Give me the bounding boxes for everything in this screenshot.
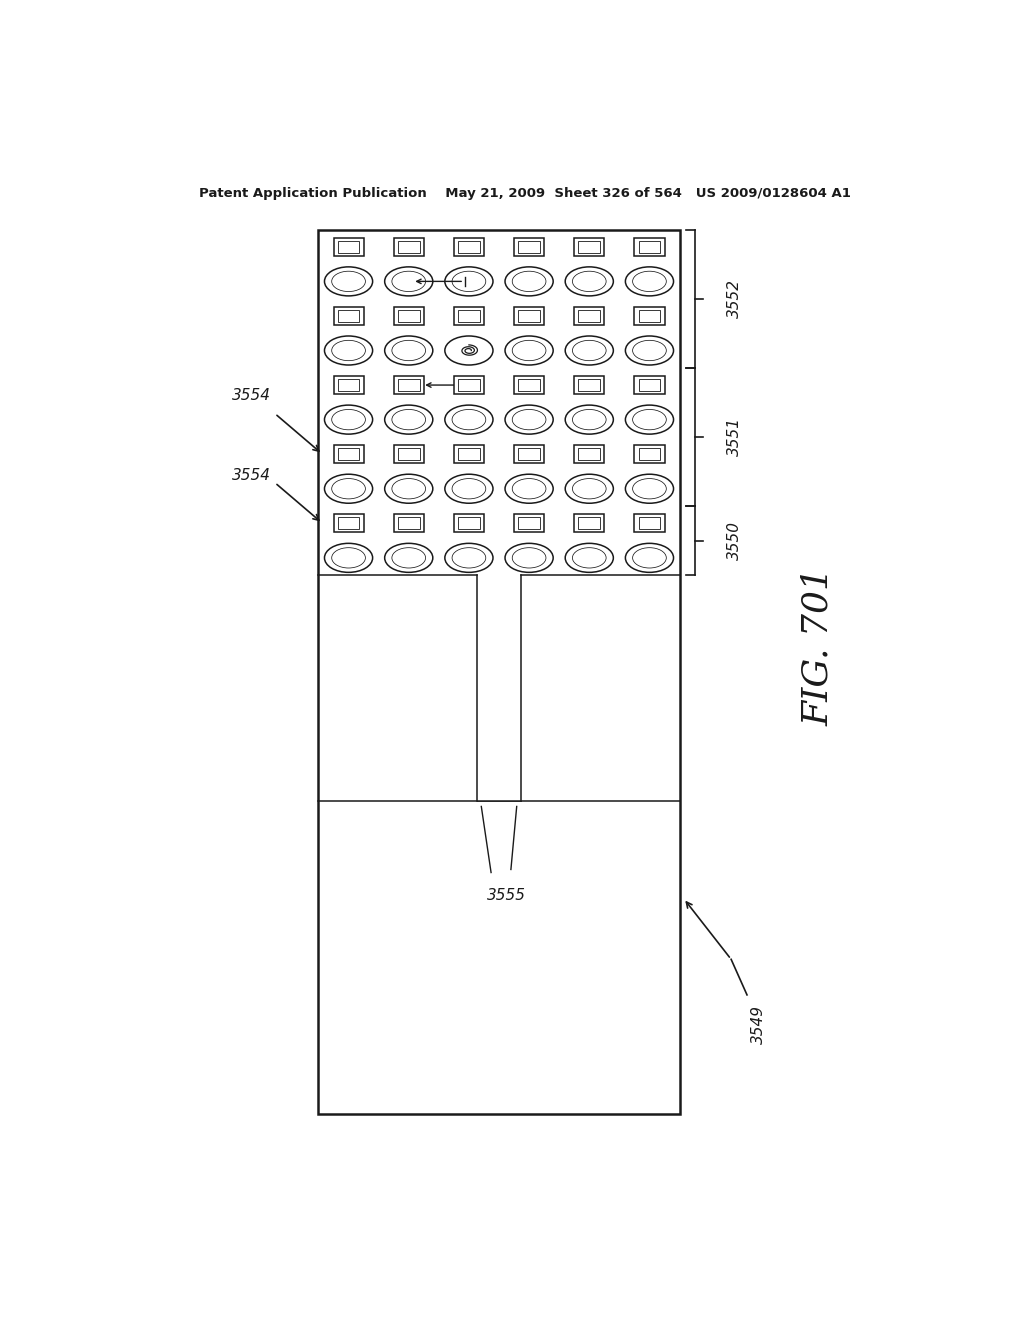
- Bar: [454, 308, 484, 325]
- Bar: [514, 308, 544, 325]
- Bar: [639, 447, 660, 461]
- Bar: [639, 379, 660, 391]
- Bar: [579, 310, 600, 322]
- Bar: [574, 376, 604, 395]
- Bar: [458, 310, 480, 322]
- Bar: [398, 240, 420, 253]
- Bar: [398, 447, 420, 461]
- Text: 3555: 3555: [487, 888, 526, 903]
- Bar: [518, 240, 540, 253]
- Bar: [334, 308, 364, 325]
- Bar: [458, 379, 480, 391]
- Bar: [393, 445, 424, 463]
- Bar: [514, 515, 544, 532]
- Text: 3552: 3552: [727, 279, 742, 318]
- Text: Patent Application Publication    May 21, 2009  Sheet 326 of 564   US 2009/01286: Patent Application Publication May 21, 2…: [199, 187, 851, 199]
- Bar: [574, 308, 604, 325]
- Bar: [635, 238, 665, 256]
- Bar: [334, 515, 364, 532]
- Bar: [635, 308, 665, 325]
- Bar: [393, 515, 424, 532]
- Bar: [458, 240, 480, 253]
- Bar: [454, 376, 484, 395]
- Bar: [458, 517, 480, 529]
- Bar: [635, 445, 665, 463]
- Bar: [338, 517, 359, 529]
- Bar: [334, 376, 364, 395]
- Bar: [639, 310, 660, 322]
- Bar: [454, 445, 484, 463]
- Bar: [458, 447, 480, 461]
- Bar: [454, 515, 484, 532]
- Bar: [393, 238, 424, 256]
- Bar: [334, 238, 364, 256]
- Bar: [579, 447, 600, 461]
- Bar: [514, 238, 544, 256]
- Bar: [454, 238, 484, 256]
- Bar: [518, 379, 540, 391]
- Bar: [635, 376, 665, 395]
- Bar: [579, 379, 600, 391]
- Bar: [574, 238, 604, 256]
- Bar: [639, 240, 660, 253]
- Bar: [639, 517, 660, 529]
- Bar: [574, 515, 604, 532]
- Bar: [514, 445, 544, 463]
- Bar: [338, 379, 359, 391]
- Text: FIG. 701: FIG. 701: [802, 566, 836, 726]
- Bar: [518, 447, 540, 461]
- Text: 3551: 3551: [727, 417, 742, 457]
- Bar: [579, 517, 600, 529]
- Bar: [398, 310, 420, 322]
- Bar: [398, 379, 420, 391]
- Text: 3554: 3554: [231, 467, 270, 483]
- Bar: [393, 376, 424, 395]
- Bar: [518, 517, 540, 529]
- Text: 3550: 3550: [727, 521, 742, 560]
- Bar: [334, 445, 364, 463]
- Bar: [514, 376, 544, 395]
- Bar: [398, 517, 420, 529]
- Bar: [338, 310, 359, 322]
- Bar: [574, 445, 604, 463]
- Bar: [338, 447, 359, 461]
- Bar: [518, 310, 540, 322]
- Bar: [318, 230, 680, 1114]
- Bar: [338, 240, 359, 253]
- Text: 3549: 3549: [751, 1005, 766, 1044]
- Bar: [393, 308, 424, 325]
- Text: 3554: 3554: [231, 388, 270, 404]
- Bar: [579, 240, 600, 253]
- Bar: [635, 515, 665, 532]
